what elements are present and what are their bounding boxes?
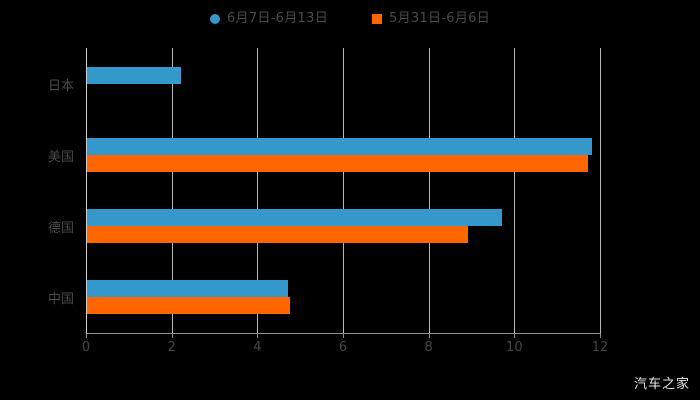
- legend-item-series-1[interactable]: 6月7日-6月13日: [209, 11, 328, 26]
- category-axis-label: 中国: [47, 292, 74, 308]
- category-axis-label: 美国: [47, 149, 74, 165]
- gridline: [343, 48, 344, 333]
- legend-item-series-2[interactable]: 5月31日-6月6日: [372, 12, 490, 25]
- watermark: 汽车之家: [633, 377, 690, 392]
- gridline: [514, 48, 516, 333]
- axis-tick-label: 4: [253, 340, 262, 355]
- gridline: [600, 48, 601, 333]
- axis-tick-label: 12: [591, 340, 609, 355]
- axis-tick-mark: [171, 333, 173, 338]
- bar[interactable]: [87, 209, 503, 227]
- gridline: [428, 48, 430, 333]
- axis-tick-mark: [257, 333, 259, 338]
- bar[interactable]: [87, 226, 469, 244]
- axis-tick-mark: [343, 333, 344, 338]
- legend-label-series-2: 5月31日-6月6日: [389, 11, 491, 26]
- bar[interactable]: [87, 280, 289, 298]
- gridline: [257, 48, 259, 333]
- bar[interactable]: [87, 154, 589, 172]
- axis-tick-mark: [600, 333, 601, 338]
- bar[interactable]: [87, 297, 291, 315]
- axis-tick-label: 6: [338, 340, 348, 355]
- gridline: [171, 48, 173, 333]
- legend-circle-marker-icon: [209, 13, 220, 24]
- value-axis-zero-line: [86, 48, 87, 333]
- axis-tick-label: 8: [424, 340, 433, 355]
- category-axis-labels: 日本 美国 德国 中国: [0, 48, 74, 333]
- plot-area: 0 2 4 6 8 10 12: [82, 48, 608, 355]
- bar[interactable]: [87, 137, 593, 155]
- bar[interactable]: [87, 66, 182, 84]
- category-axis-label: 日本: [47, 78, 74, 94]
- legend-square-marker-icon: [372, 13, 382, 24]
- category-axis-label: 德国: [47, 221, 74, 237]
- axis-tick-label: 10: [506, 340, 523, 355]
- legend-label-series-1: 6月7日-6月13日: [226, 11, 328, 26]
- axis-tick-label: 2: [167, 340, 176, 355]
- chart-legend: 6月7日-6月13日 5月31日-6月6日: [0, 12, 700, 25]
- axis-tick-mark: [514, 333, 516, 338]
- axis-tick-label: 0: [81, 340, 91, 355]
- axis-tick-mark: [428, 333, 430, 338]
- axis-tick-mark: [86, 333, 87, 338]
